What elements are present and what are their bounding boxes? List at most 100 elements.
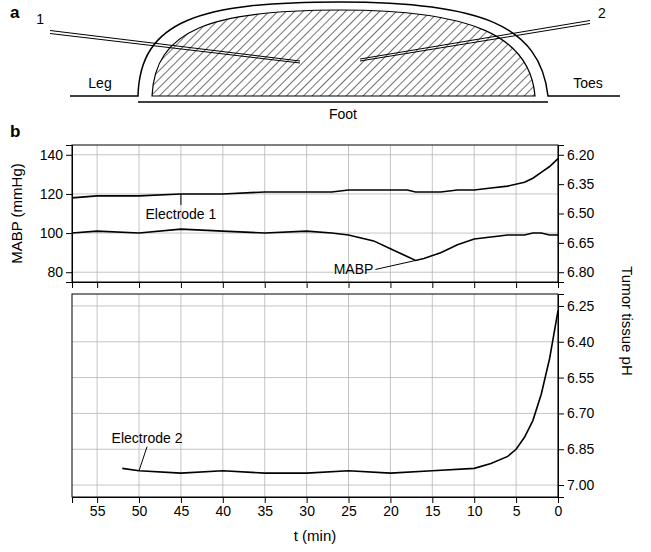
series-group (72, 159, 558, 261)
axis: 6.206.356.506.656.80 (558, 146, 594, 283)
chart-panel: 55504540353025201510506.256.406.556.706.… (72, 294, 594, 519)
tick: 5 (513, 497, 521, 519)
tick-label: 80 (47, 264, 63, 280)
electrode (50, 34, 300, 64)
series-line (122, 311, 558, 473)
tick: 35 (257, 497, 273, 519)
grid-line (72, 154, 558, 155)
tick-mark (307, 282, 308, 288)
tick-mark (474, 282, 475, 288)
leader (375, 260, 415, 269)
grid-line (432, 294, 433, 497)
tick-mark (66, 194, 72, 195)
tick-mark (432, 282, 433, 288)
tick-label: 120 (40, 186, 64, 202)
leader (180, 194, 181, 205)
series-line (72, 159, 558, 198)
tick: 100 (40, 225, 72, 241)
tick-mark (558, 378, 564, 379)
tick-mark (558, 155, 564, 156)
axis-line (66, 146, 73, 283)
axis-line (559, 295, 565, 498)
tick (181, 282, 182, 288)
tick-label: 6.70 (567, 405, 594, 421)
axis-line (559, 146, 565, 283)
grid-line (222, 145, 223, 282)
tick-label: 140 (40, 147, 64, 163)
tick-label: 6.20 (567, 147, 594, 163)
grid-line (222, 294, 223, 497)
tick-mark (265, 282, 266, 288)
foot-sole (138, 101, 548, 103)
series-label: Electrode 2 (112, 430, 183, 446)
electrode-label: 2 (598, 5, 606, 21)
grid-line (390, 145, 391, 282)
tick-mark (181, 282, 182, 288)
tick: 20 (383, 497, 399, 519)
tumor (152, 10, 535, 96)
tick-mark (558, 306, 564, 307)
grid-line (264, 294, 265, 497)
tick: 6.40 (558, 334, 594, 350)
grid-line (72, 341, 558, 342)
tick (307, 282, 308, 288)
tick-mark (558, 449, 564, 450)
tick: 45 (174, 497, 190, 519)
tick-label: 6.40 (567, 334, 594, 350)
grid-line (516, 294, 517, 497)
tick-label: 40 (216, 503, 232, 519)
skin-outline (70, 2, 620, 96)
tick-label: 6.65 (567, 235, 594, 251)
tick: 7.00 (558, 477, 594, 493)
tick-mark (558, 272, 564, 273)
grid-line (97, 294, 98, 497)
tick-mark (558, 342, 564, 343)
grid-line (139, 145, 140, 282)
axis-title: t (min) (294, 527, 337, 544)
tick: 55 (90, 497, 106, 519)
grid-line (72, 413, 558, 414)
series-group (122, 311, 558, 473)
plot-frame (72, 294, 558, 497)
figure: a12LegToesFootb801001201406.206.356.506.… (0, 0, 651, 552)
electrode (360, 24, 590, 62)
tick (139, 282, 140, 288)
tick-mark (558, 243, 564, 244)
tick-label: 25 (341, 503, 357, 519)
tick (474, 282, 475, 288)
axis (73, 282, 559, 288)
tick-mark (558, 184, 564, 185)
axis-title: MABP (mmHg) (8, 163, 25, 264)
grid-line (139, 294, 140, 497)
tick: 6.50 (558, 205, 594, 221)
axis-line (73, 283, 559, 289)
tick: 6.70 (558, 405, 594, 421)
chart-panel: 801001201406.206.356.506.656.80 (40, 145, 595, 288)
tick (390, 282, 391, 288)
tick-label: 50 (132, 503, 148, 519)
axis: 80 100 120 140 (40, 146, 73, 283)
tick: 0 (555, 497, 563, 519)
tick: 140 (40, 147, 72, 163)
tick-label: 10 (467, 503, 483, 519)
tick-mark (390, 282, 391, 288)
panel-letter: a (10, 3, 20, 22)
tick: 6.85 (558, 441, 594, 457)
tick-mark (66, 233, 72, 234)
tick-label: 6.55 (567, 370, 594, 386)
grid-line (432, 145, 433, 282)
leader (139, 447, 147, 471)
diagram-label: Leg (88, 75, 111, 91)
tick-label: 30 (299, 503, 315, 519)
grid-line (348, 294, 349, 497)
tick-label: 35 (257, 503, 273, 519)
tick: 50 (132, 497, 148, 519)
tick: 120 (40, 186, 72, 202)
tick-mark (558, 413, 564, 414)
tick-label: 6.35 (567, 176, 594, 192)
tick-mark (558, 214, 564, 215)
tick (516, 282, 517, 288)
tick: 40 (216, 497, 232, 519)
grid-line (474, 145, 475, 282)
tick-label: 5 (513, 503, 521, 519)
